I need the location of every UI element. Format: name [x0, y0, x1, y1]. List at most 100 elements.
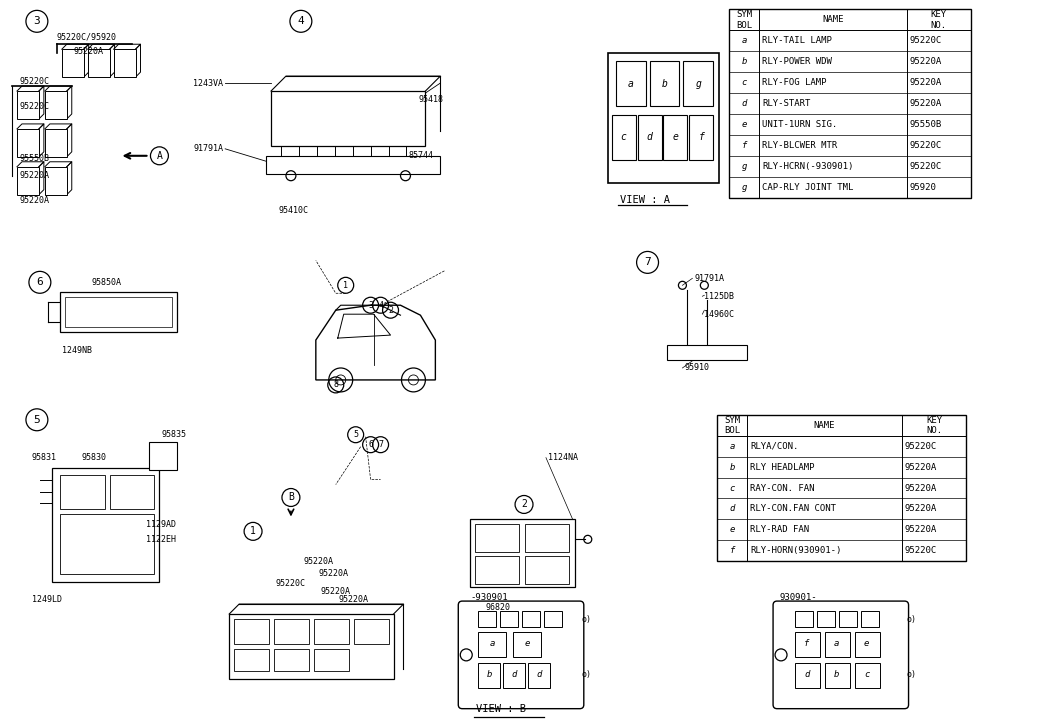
Text: RLY-RAD FAN: RLY-RAD FAN — [750, 526, 809, 534]
Text: 6: 6 — [36, 277, 44, 287]
Text: 5: 5 — [353, 430, 358, 439]
Bar — [475, 556, 519, 585]
Text: 95831: 95831 — [32, 453, 57, 462]
Bar — [825, 632, 849, 657]
Text: o): o) — [907, 670, 916, 679]
Text: SYM
BOL: SYM BOL — [724, 416, 740, 435]
Bar — [234, 649, 269, 671]
Bar — [150, 442, 178, 470]
Text: 7: 7 — [644, 257, 651, 268]
Text: f: f — [698, 132, 705, 142]
Bar — [17, 91, 39, 119]
Text: b: b — [742, 57, 747, 66]
Bar — [478, 663, 500, 688]
Bar — [45, 166, 67, 195]
Text: VIEW : A: VIEW : A — [620, 195, 670, 204]
Text: 5: 5 — [34, 415, 40, 425]
Text: d: d — [742, 99, 747, 108]
Text: 95220A: 95220A — [910, 99, 942, 108]
Text: o): o) — [581, 670, 592, 679]
Text: 3: 3 — [34, 16, 40, 26]
Text: g: g — [742, 161, 747, 171]
Bar — [60, 475, 104, 510]
Bar — [615, 61, 645, 106]
Text: 4: 4 — [298, 16, 304, 26]
Bar — [475, 524, 519, 553]
Text: e: e — [742, 120, 747, 129]
Text: 1124NA: 1124NA — [547, 453, 578, 462]
Text: b: b — [487, 670, 492, 679]
Bar — [45, 91, 67, 119]
Bar — [271, 91, 425, 146]
Bar — [470, 519, 575, 587]
Text: 95550B: 95550B — [20, 154, 50, 164]
Text: 14960C: 14960C — [705, 310, 735, 318]
Text: 95220C/95920: 95220C/95920 — [56, 33, 117, 41]
Text: 1249NB: 1249NB — [62, 345, 91, 355]
Text: 930901-: 930901- — [779, 593, 816, 602]
Text: -930901: -930901 — [470, 593, 508, 602]
Text: e: e — [729, 526, 735, 534]
Bar — [314, 619, 349, 644]
Text: c: c — [864, 670, 870, 679]
Bar — [274, 649, 309, 671]
Bar — [795, 632, 820, 657]
Bar — [513, 632, 541, 657]
Text: e: e — [864, 640, 870, 648]
Text: o): o) — [581, 614, 592, 624]
Text: 95220A: 95220A — [905, 483, 937, 492]
Text: 95220A: 95220A — [905, 505, 937, 513]
Bar — [668, 345, 747, 360]
Text: 95220A: 95220A — [905, 462, 937, 472]
Text: RLY HEADLAMP: RLY HEADLAMP — [750, 462, 814, 472]
Text: RLY-TAIL LAMP: RLY-TAIL LAMP — [762, 36, 832, 45]
Bar — [45, 129, 67, 157]
Text: 95220A: 95220A — [339, 595, 369, 603]
Text: 91791A: 91791A — [193, 145, 223, 153]
Text: 95835: 95835 — [162, 430, 186, 439]
Bar — [528, 663, 550, 688]
Bar — [274, 619, 309, 644]
Text: 95220A: 95220A — [321, 587, 351, 595]
Text: 95920: 95920 — [910, 182, 937, 192]
Bar — [663, 115, 688, 160]
Text: 95220C: 95220C — [20, 103, 50, 111]
Text: 7: 7 — [378, 440, 383, 449]
Text: RLYA/CON.: RLYA/CON. — [750, 442, 798, 451]
Bar — [690, 115, 713, 160]
Text: SYM
BOL: SYM BOL — [736, 10, 753, 30]
Text: VIEW : B: VIEW : B — [476, 704, 526, 714]
Text: NAME: NAME — [813, 421, 836, 430]
Text: 95220A: 95220A — [905, 526, 937, 534]
Bar — [649, 61, 679, 106]
Bar — [825, 663, 849, 688]
Text: 95850A: 95850A — [91, 278, 121, 287]
Text: 95418: 95418 — [419, 95, 443, 103]
Text: 95220A: 95220A — [73, 47, 104, 56]
Text: 4: 4 — [378, 301, 383, 310]
Bar — [17, 166, 39, 195]
Text: f: f — [729, 546, 735, 555]
Text: RLY-HORN(930901-): RLY-HORN(930901-) — [750, 546, 842, 555]
Text: d: d — [511, 670, 517, 679]
Bar — [729, 9, 972, 198]
Text: UNIT-1URN SIG.: UNIT-1URN SIG. — [762, 120, 838, 129]
Text: a: a — [729, 442, 735, 451]
Text: b: b — [729, 462, 735, 472]
Text: RAY-CON. FAN: RAY-CON. FAN — [750, 483, 814, 492]
Bar — [109, 475, 154, 510]
Text: 95220C: 95220C — [910, 161, 942, 171]
Bar — [478, 611, 496, 627]
Bar — [522, 611, 540, 627]
Text: 95910: 95910 — [685, 364, 709, 372]
Text: 8: 8 — [334, 380, 338, 390]
Text: 95220C: 95220C — [905, 546, 937, 555]
Text: 95220A: 95220A — [20, 172, 50, 180]
Bar — [114, 49, 135, 77]
Text: 1: 1 — [343, 281, 349, 290]
Text: e: e — [673, 132, 678, 142]
Text: 95550B: 95550B — [910, 120, 942, 129]
Bar — [234, 619, 269, 644]
Bar — [65, 297, 172, 327]
Bar — [500, 611, 518, 627]
